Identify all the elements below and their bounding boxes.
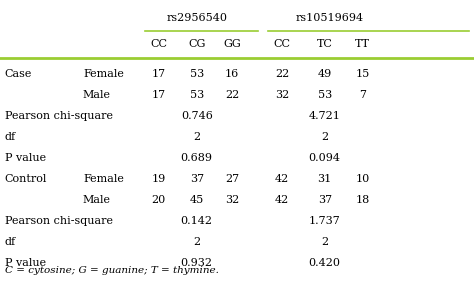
Text: rs2956540: rs2956540 [166, 13, 227, 23]
Text: 22: 22 [275, 69, 289, 79]
Text: CC: CC [273, 39, 291, 49]
Text: 53: 53 [190, 90, 204, 100]
Text: P value: P value [5, 153, 46, 163]
Text: 32: 32 [225, 195, 239, 205]
Text: GG: GG [223, 39, 241, 49]
Text: C = cytosine; G = guanine; T = thymine.: C = cytosine; G = guanine; T = thymine. [5, 266, 219, 275]
Text: 16: 16 [225, 69, 239, 79]
Text: 18: 18 [356, 195, 370, 205]
Text: TT: TT [355, 39, 370, 49]
Text: 15: 15 [356, 69, 370, 79]
Text: rs10519694: rs10519694 [295, 13, 364, 23]
Text: 0.420: 0.420 [309, 258, 341, 267]
Text: 2: 2 [321, 132, 328, 142]
Text: 27: 27 [225, 174, 239, 184]
Text: 37: 37 [190, 174, 204, 184]
Text: Control: Control [5, 174, 47, 184]
Text: 4.721: 4.721 [309, 111, 341, 121]
Text: 0.689: 0.689 [181, 153, 213, 163]
Text: CG: CG [188, 39, 205, 49]
Text: 49: 49 [318, 69, 332, 79]
Text: 37: 37 [318, 195, 332, 205]
Text: Male: Male [83, 90, 111, 100]
Text: Male: Male [83, 195, 111, 205]
Text: df: df [5, 237, 16, 246]
Text: 53: 53 [190, 69, 204, 79]
Text: 53: 53 [318, 90, 332, 100]
Text: 42: 42 [275, 174, 289, 184]
Text: df: df [5, 132, 16, 142]
Text: 2: 2 [193, 237, 201, 246]
Text: 19: 19 [152, 174, 166, 184]
Text: CC: CC [150, 39, 167, 49]
Text: 32: 32 [275, 90, 289, 100]
Text: Case: Case [5, 69, 32, 79]
Text: 1.737: 1.737 [309, 216, 340, 226]
Text: 10: 10 [356, 174, 370, 184]
Text: 7: 7 [359, 90, 366, 100]
Text: 45: 45 [190, 195, 204, 205]
Text: Female: Female [83, 69, 124, 79]
Text: 17: 17 [152, 69, 166, 79]
Text: 17: 17 [152, 90, 166, 100]
Text: 20: 20 [152, 195, 166, 205]
Text: 31: 31 [318, 174, 332, 184]
Text: 2: 2 [193, 132, 201, 142]
Text: 0.746: 0.746 [181, 111, 213, 121]
Text: Female: Female [83, 174, 124, 184]
Text: 0.142: 0.142 [181, 216, 213, 226]
Text: TC: TC [317, 39, 333, 49]
Text: 42: 42 [275, 195, 289, 205]
Text: P value: P value [5, 258, 46, 267]
Text: Pearson chi-square: Pearson chi-square [5, 216, 113, 226]
Text: 2: 2 [321, 237, 328, 246]
Text: 0.094: 0.094 [309, 153, 341, 163]
Text: 0.932: 0.932 [181, 258, 213, 267]
Text: Pearson chi-square: Pearson chi-square [5, 111, 113, 121]
Text: 22: 22 [225, 90, 239, 100]
